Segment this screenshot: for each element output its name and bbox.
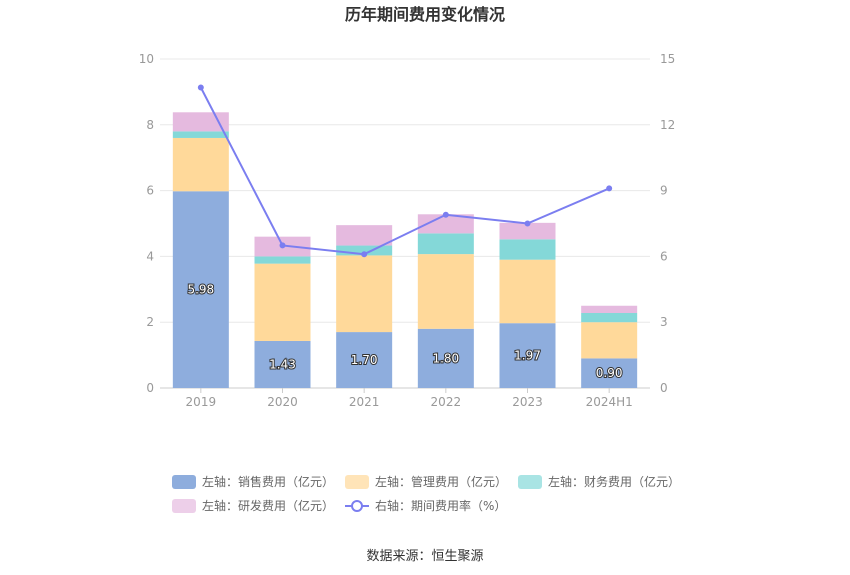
right-tick-label: 12 <box>660 118 675 132</box>
rate-point[interactable] <box>606 185 613 192</box>
grid-lines <box>160 58 650 389</box>
legend-label: 左轴：研发费用（亿元） <box>202 498 334 513</box>
rate-point[interactable] <box>197 84 204 91</box>
left-tick-label: 8 <box>146 118 154 132</box>
bar-value-label: 5.98 <box>187 283 214 297</box>
rate-point[interactable] <box>524 220 531 227</box>
bar-segment[interactable] <box>336 332 393 388</box>
bar-segment[interactable] <box>336 245 393 256</box>
legend-point-swatch <box>351 500 363 512</box>
legend-swatch <box>172 475 196 489</box>
legend-label: 左轴：销售费用（亿元） <box>202 474 334 489</box>
bar-segment[interactable] <box>499 239 556 260</box>
left-tick-label: 6 <box>146 184 154 198</box>
bar-segment[interactable] <box>417 328 474 388</box>
bar-segment[interactable] <box>254 340 311 388</box>
legend-item[interactable]: 左轴：研发费用（亿元） <box>172 498 334 513</box>
bar-segment[interactable] <box>336 225 393 246</box>
legend-label: 左轴：财务费用（亿元） <box>548 474 680 489</box>
bar-series <box>172 112 638 388</box>
bar-segment[interactable] <box>172 191 229 388</box>
x-tick-label: 2020 <box>267 395 298 409</box>
legend-swatch <box>518 475 542 489</box>
rate-point[interactable] <box>442 211 449 218</box>
left-tick-label: 4 <box>146 249 154 263</box>
bar-segment[interactable] <box>581 358 638 388</box>
left-axis: 0 2 4 6 8 10 <box>139 52 154 395</box>
bar-segment[interactable] <box>499 222 556 240</box>
right-tick-label: 9 <box>660 184 668 198</box>
left-tick-label: 10 <box>139 52 154 66</box>
rate-point[interactable] <box>361 251 368 258</box>
legend[interactable]: 左轴：销售费用（亿元） 左轴：管理费用（亿元） 左轴：财务费用（亿元） 左轴：研发费用… <box>172 474 680 513</box>
bar-value-label: 1.80 <box>432 351 459 365</box>
x-tick-label: 2019 <box>186 395 217 409</box>
legend-swatch <box>345 475 369 489</box>
bar-segment[interactable] <box>499 259 556 324</box>
right-tick-label: 0 <box>660 381 668 395</box>
bar-value-label: 1.43 <box>269 357 296 371</box>
legend-item[interactable]: 左轴：财务费用（亿元） <box>518 474 680 489</box>
bar-segment[interactable] <box>172 137 229 192</box>
bar-labels: 5.98 1.43 1.70 1.80 1.97 0.90 <box>186 282 623 382</box>
legend-item[interactable]: 右轴：期间费用率（%） <box>345 498 506 513</box>
bar-segment[interactable] <box>172 131 229 138</box>
bar-segment[interactable] <box>336 255 393 333</box>
bar-segment[interactable] <box>581 305 638 313</box>
bar-segment[interactable] <box>581 312 638 323</box>
line-series <box>197 84 613 258</box>
legend-label: 右轴：期间费用率（%） <box>375 498 506 513</box>
bar-value-label: 1.70 <box>351 353 378 367</box>
bar-segment[interactable] <box>581 322 638 359</box>
bar-segment[interactable] <box>254 256 311 264</box>
chart-title: 历年期间费用变化情况 <box>345 5 505 24</box>
legend-item[interactable]: 左轴：管理费用（亿元） <box>345 474 507 489</box>
x-axis: 2019 2020 2021 2022 2023 2024H1 <box>186 388 633 409</box>
bar-segment[interactable] <box>254 263 311 341</box>
left-tick-label: 0 <box>146 381 154 395</box>
left-tick-label: 2 <box>146 315 154 329</box>
bar-segment[interactable] <box>499 323 556 388</box>
x-tick-label: 2021 <box>349 395 380 409</box>
bar-value-label: 0.90 <box>596 366 623 380</box>
x-tick-label: 2022 <box>431 395 462 409</box>
right-tick-label: 6 <box>660 249 668 263</box>
legend-item[interactable]: 左轴：销售费用（亿元） <box>172 474 334 489</box>
bar-segment[interactable] <box>417 254 474 329</box>
legend-label: 左轴：管理费用（亿元） <box>375 474 507 489</box>
right-axis: 0 3 6 9 12 15 <box>660 52 675 395</box>
rate-point[interactable] <box>279 242 286 249</box>
x-tick-label: 2023 <box>512 395 543 409</box>
right-tick-label: 15 <box>660 52 675 66</box>
source-note: 数据来源：恒生聚源 <box>366 549 483 564</box>
bar-segment[interactable] <box>417 233 474 255</box>
x-tick-label: 2024H1 <box>586 395 633 409</box>
legend-swatch <box>172 499 196 513</box>
bar-segment[interactable] <box>172 112 229 132</box>
right-tick-label: 3 <box>660 315 668 329</box>
bar-value-label: 1.97 <box>514 349 541 363</box>
rate-line <box>199 87 610 256</box>
bar-segment[interactable] <box>417 214 474 234</box>
